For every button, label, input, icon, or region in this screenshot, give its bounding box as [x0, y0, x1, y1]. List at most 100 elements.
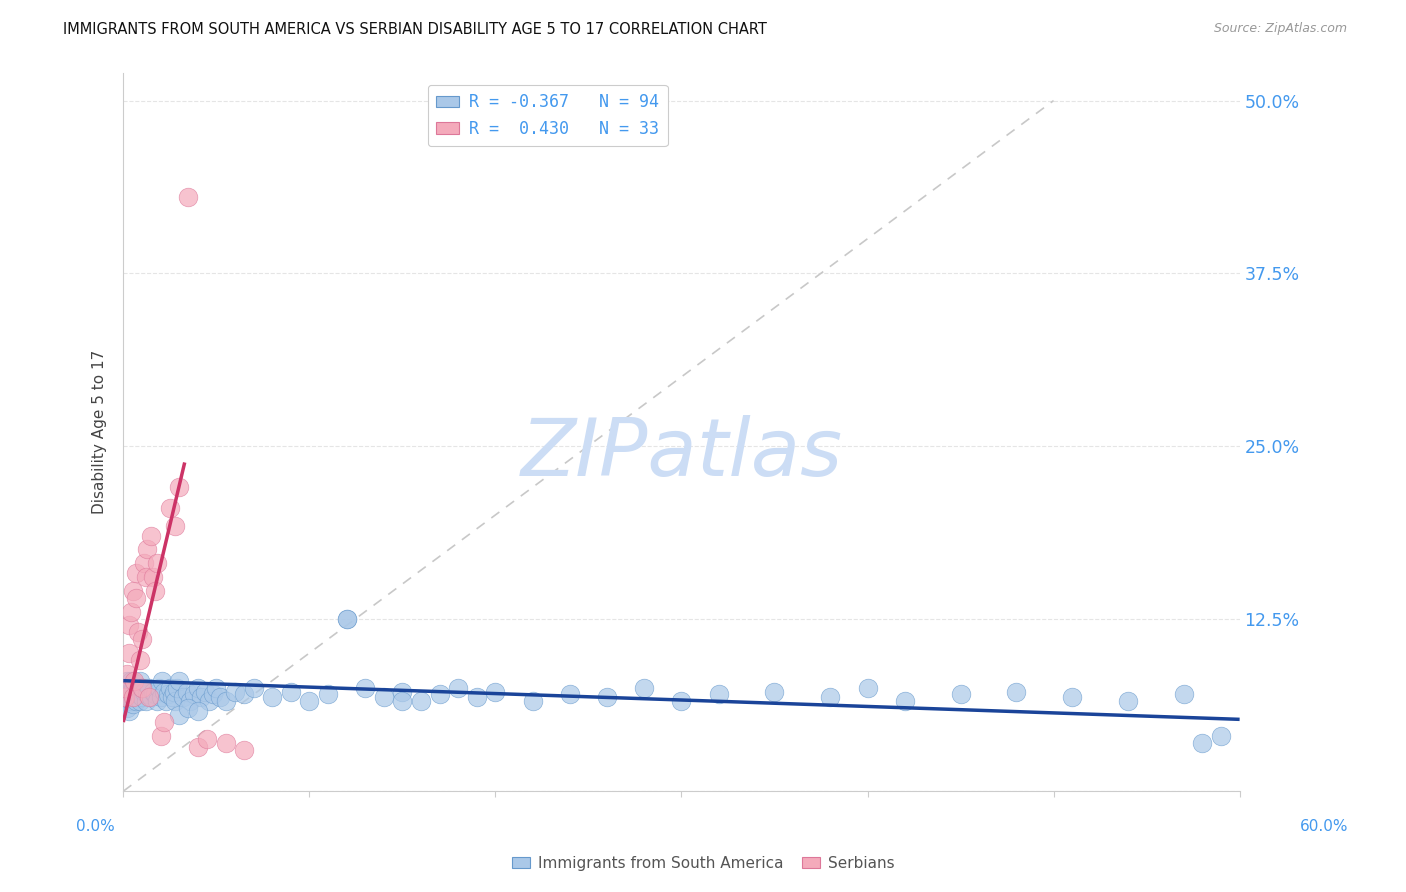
Point [335, 611, 357, 625]
Point [121, 583, 143, 598]
Point [125, 591, 148, 605]
Point [125, 694, 148, 708]
Text: 60.0%: 60.0% [1301, 820, 1348, 834]
Point [1173, 688, 1195, 702]
Point [146, 556, 169, 570]
Point [141, 529, 163, 543]
Point [118, 690, 141, 705]
Point [114, 690, 136, 705]
Point [125, 566, 148, 580]
Point [205, 681, 228, 695]
Point [129, 673, 152, 688]
Point [224, 684, 246, 698]
Point [143, 583, 166, 598]
Point [233, 688, 256, 702]
Point [633, 681, 655, 695]
Point [195, 731, 218, 746]
Point [1209, 729, 1232, 743]
Point [121, 688, 143, 702]
Point [465, 690, 488, 705]
Point [127, 625, 149, 640]
Point [165, 519, 187, 533]
Point [187, 704, 209, 718]
Point [160, 690, 183, 705]
Point [146, 694, 169, 708]
Point [763, 684, 786, 698]
Point [120, 684, 142, 698]
Point [596, 690, 619, 705]
Point [1062, 690, 1084, 705]
Text: IMMIGRANTS FROM SOUTH AMERICA VS SERBIAN DISABILITY AGE 5 TO 17 CORRELATION CHAR: IMMIGRANTS FROM SOUTH AMERICA VS SERBIAN… [63, 22, 768, 37]
Point [373, 690, 395, 705]
Point [153, 715, 176, 730]
Point [156, 688, 179, 702]
Point [522, 694, 544, 708]
Point [167, 480, 190, 494]
Point [124, 673, 146, 688]
Text: 0.0%: 0.0% [76, 820, 115, 834]
Point [201, 688, 224, 702]
Point [118, 704, 141, 718]
Point [177, 190, 200, 204]
Point [183, 688, 205, 702]
Point [167, 673, 190, 688]
Point [121, 690, 143, 705]
Point [187, 739, 209, 754]
Point [142, 684, 165, 698]
Point [125, 684, 148, 698]
Point [118, 681, 141, 695]
Point [115, 666, 138, 681]
Point [354, 681, 377, 695]
Point [131, 632, 153, 647]
Point [121, 681, 143, 695]
Point [159, 501, 181, 516]
Point [1191, 736, 1213, 750]
Point [172, 690, 194, 705]
Point [949, 688, 972, 702]
Point [136, 688, 159, 702]
Point [162, 684, 184, 698]
Point [131, 681, 153, 695]
Point [135, 570, 157, 584]
Point [391, 694, 413, 708]
Point [121, 697, 143, 711]
Point [190, 690, 212, 705]
Point [159, 681, 181, 695]
Point [118, 618, 141, 632]
Point [120, 694, 142, 708]
Point [115, 673, 138, 688]
Text: Source: ZipAtlas.com: Source: ZipAtlas.com [1213, 22, 1347, 36]
Point [124, 676, 146, 690]
Point [176, 684, 198, 698]
Point [214, 736, 236, 750]
Point [484, 684, 506, 698]
Point [127, 688, 149, 702]
Point [131, 681, 153, 695]
Legend: Immigrants from South America, Serbians: Immigrants from South America, Serbians [506, 850, 900, 877]
Point [242, 681, 264, 695]
Point [262, 690, 284, 705]
Point [893, 694, 915, 708]
Point [114, 681, 136, 695]
Point [707, 688, 730, 702]
Point [142, 570, 165, 584]
Point [209, 690, 232, 705]
Legend: R = -0.367   N = 94, R =  0.430   N = 33: R = -0.367 N = 94, R = 0.430 N = 33 [427, 85, 668, 146]
Point [280, 684, 302, 698]
Point [132, 556, 155, 570]
Y-axis label: Disability Age 5 to 17: Disability Age 5 to 17 [93, 350, 107, 514]
Point [165, 694, 187, 708]
Point [127, 681, 149, 695]
Point [179, 694, 201, 708]
Point [129, 694, 152, 708]
Point [166, 681, 188, 695]
Point [120, 605, 142, 619]
Point [120, 673, 142, 688]
Point [149, 729, 172, 743]
Point [138, 681, 160, 695]
Point [177, 701, 200, 715]
Point [141, 690, 163, 705]
Point [1005, 684, 1028, 698]
Point [118, 646, 141, 660]
Point [148, 681, 170, 695]
